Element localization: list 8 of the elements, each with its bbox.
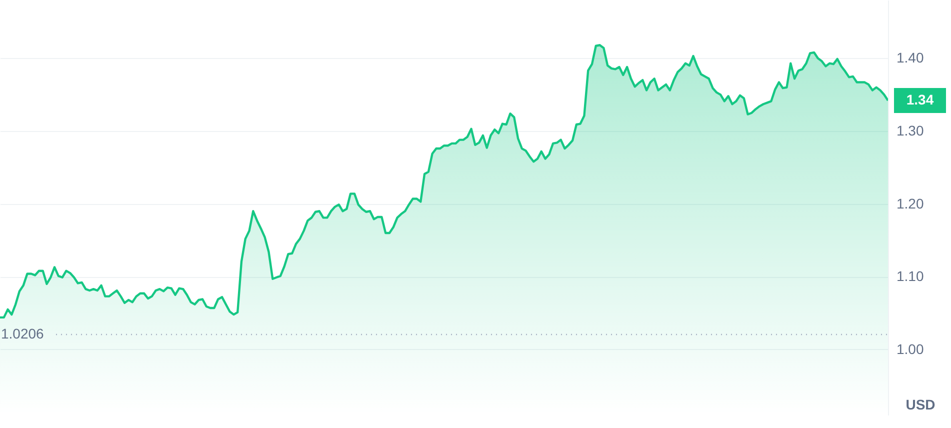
text: 1.34 (906, 91, 934, 108)
y-tick-label: 1.10 (896, 268, 924, 284)
y-tick-label: 1.30 (896, 122, 924, 139)
ref-line-label: 1.0206 (1, 325, 44, 342)
y-axis-title: USD (906, 396, 936, 412)
y-tick-label: 1.20 (896, 195, 924, 212)
y-tick-label: 1.40 (896, 50, 924, 66)
y-tick-label: 1.00 (896, 340, 924, 357)
